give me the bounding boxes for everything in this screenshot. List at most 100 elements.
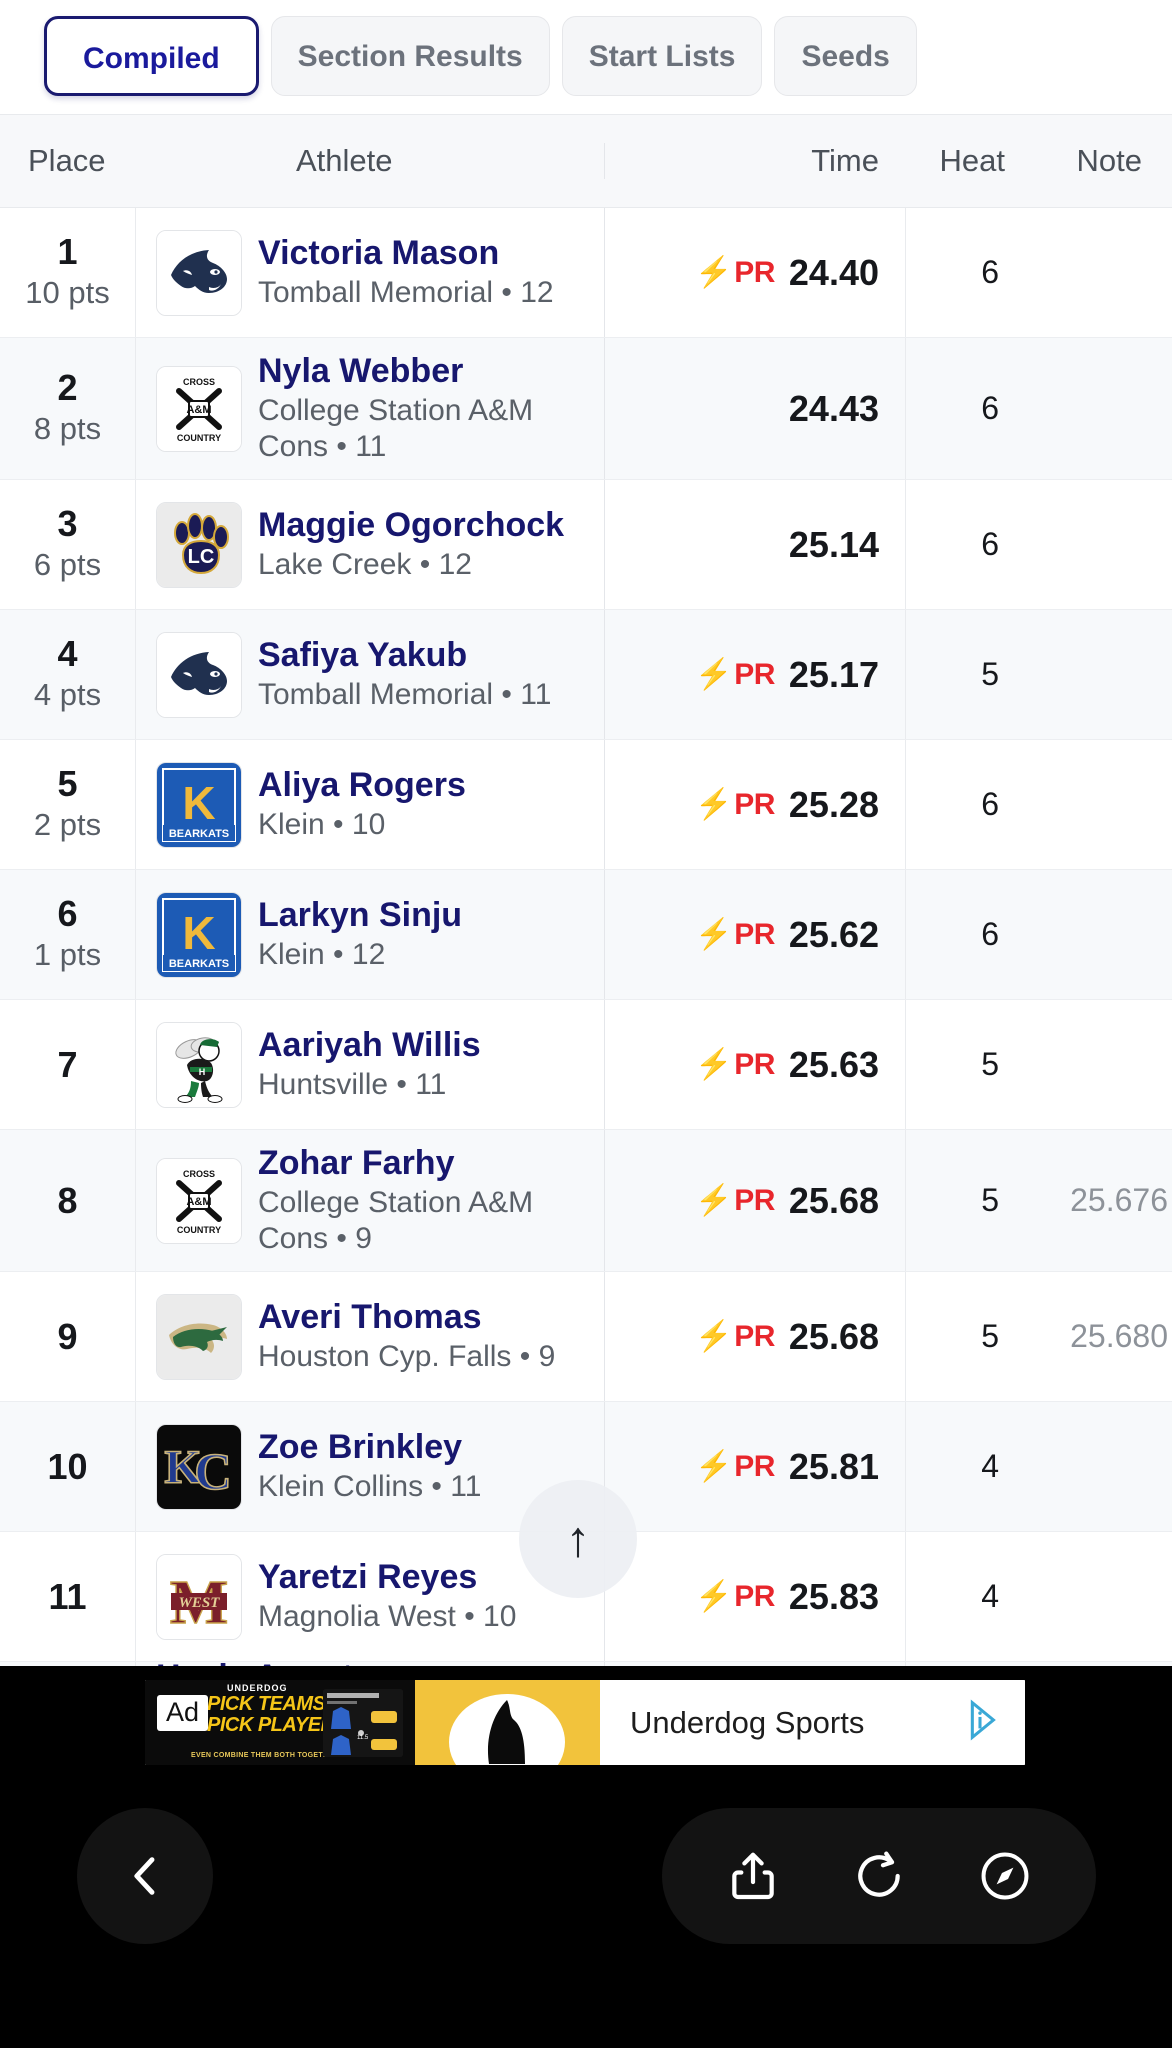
cell-athlete[interactable]: K BEARKATS Aliya Rogers Klein • 10	[136, 740, 605, 870]
athlete-name-link[interactable]: Maggie Ogorchock	[258, 506, 565, 545]
athlete-name-link[interactable]: Larkyn Sinju	[258, 896, 463, 935]
ad-text-panel: Underdog Sports	[600, 1680, 1025, 1765]
pr-label: PR	[734, 255, 775, 289]
toolbar-action-group	[662, 1808, 1096, 1944]
place-points: 6 pts	[33, 547, 102, 582]
cell-athlete[interactable]: Averi Thomas Houston Cyp. Falls • 9	[136, 1272, 605, 1402]
ad-headline-line-1: PICK TEAMS.	[207, 1693, 331, 1715]
cell-note	[1035, 610, 1172, 739]
time-value: 25.14	[788, 523, 879, 565]
cell-place: 1 10 pts	[0, 208, 136, 337]
athlete-name-link[interactable]: Victoria Mason	[258, 233, 500, 272]
lake-creek-paw-logo: LC	[156, 501, 242, 588]
athlete-team-grade: Houston Cyp. Falls • 9	[258, 1340, 556, 1374]
table-row[interactable]: 9 Averi Thomas Houston Cyp. Falls • 9 ⚡ PR 25…	[0, 1272, 1172, 1403]
athlete-name-link[interactable]: Nyla Webber	[258, 352, 464, 390]
reload-button[interactable]	[851, 1848, 907, 1904]
cell-athlete[interactable]: A&M CROSS COUNTRY Zohar Farhy College Statio…	[136, 1130, 605, 1272]
table-row[interactable]: 7 H Aariyah Willis Huntsville • 11 ⚡ PR 25.63 5	[0, 1000, 1172, 1131]
results-tab-bar: Compiled Section Results Start Lists See…	[0, 0, 1172, 114]
tab-start-lists[interactable]: Start Lists	[561, 16, 763, 96]
place-number: 11	[48, 1575, 87, 1617]
table-row[interactable]: 8 A&M CROSS COUNTRY Zohar Farhy College Stati…	[0, 1130, 1172, 1273]
table-row[interactable]: 10 K C Zoe Brinkley Klein Collins • 11 ⚡ PR 25.…	[0, 1402, 1172, 1533]
cell-heat: 4	[905, 1402, 1035, 1532]
explore-button[interactable]	[977, 1848, 1033, 1904]
athlete-name-link[interactable]: Hayle Armstrong	[156, 1662, 429, 1666]
chevron-left-icon	[117, 1848, 173, 1904]
browser-toolbar	[0, 1796, 1172, 1956]
pr-label: PR	[734, 917, 775, 951]
cy-falls-eagle-logo	[156, 1293, 242, 1380]
time-value: 25.68	[788, 1179, 879, 1221]
cell-note	[1035, 480, 1172, 609]
share-button[interactable]	[725, 1848, 781, 1904]
athlete-name-link[interactable]: Yaretzi Reyes	[258, 1558, 478, 1597]
cell-athlete[interactable]: Hayle Armstrong	[136, 1662, 605, 1666]
cell-heat: 6	[905, 740, 1035, 870]
athlete-name-link[interactable]: Aariyah Willis	[258, 1026, 481, 1065]
underdog-mascot-icon	[415, 1680, 600, 1765]
cell-athlete[interactable]: LC Maggie Ogorchock Lake Creek • 12	[136, 480, 605, 610]
athlete-name-link[interactable]: Safiya Yakub	[258, 636, 468, 675]
cell-athlete[interactable]: A&M CROSS COUNTRY Nyla Webber College Statio…	[136, 338, 605, 480]
cell-time: ⚡ PR 25.68	[605, 1130, 905, 1271]
cell-athlete[interactable]: K BEARKATS Larkyn Sinju Klein • 12	[136, 870, 605, 1000]
place-number: 4	[57, 633, 78, 675]
cell-athlete[interactable]: Victoria Mason Tomball Memorial • 12	[136, 208, 605, 337]
cell-athlete[interactable]: Safiya Yakub Tomball Memorial • 11	[136, 610, 605, 740]
tab-section-results[interactable]: Section Results	[270, 16, 550, 96]
svg-text:K: K	[164, 1441, 201, 1494]
athlete-name-link[interactable]: Zohar Farhy	[258, 1144, 455, 1183]
cell-athlete[interactable]: H Aariyah Willis Huntsville • 11	[136, 1000, 605, 1130]
athlete-name-link[interactable]: Averi Thomas	[258, 1298, 482, 1337]
results-table: Place Athlete Time Heat Note 1 10 pts Vict…	[0, 114, 1172, 1666]
cell-note	[1035, 1000, 1172, 1129]
tab-seeds[interactable]: Seeds	[774, 16, 917, 96]
personal-record-badge: ⚡ PR	[695, 1184, 775, 1218]
athlete-name-link[interactable]: Aliya Rogers	[258, 766, 466, 805]
cell-heat: 6	[905, 208, 1035, 337]
time-value: 25.68	[788, 1315, 879, 1357]
athlete-text: Yaretzi Reyes Magnolia West • 10	[258, 1558, 516, 1635]
table-row[interactable]: Hayle Armstrong	[0, 1662, 1172, 1666]
time-value: 25.62	[788, 913, 879, 955]
cell-note	[1035, 870, 1172, 999]
personal-record-badge: ⚡ PR	[695, 1580, 775, 1614]
athlete-text: Maggie Ogorchock Lake Creek • 12	[258, 506, 564, 583]
tab-compiled[interactable]: Compiled	[44, 16, 259, 96]
ad-choices-icon[interactable]	[957, 1697, 1003, 1748]
cell-note: 25.676	[1070, 1182, 1168, 1219]
athlete-name-link[interactable]: Zoe Brinkley	[258, 1428, 463, 1467]
klein-bearkats-logo: K BEARKATS	[156, 761, 242, 848]
table-row[interactable]: 1 10 pts Victoria Mason Tomball Memorial • …	[0, 208, 1172, 338]
athlete-team-grade: Lake Creek • 12	[258, 548, 472, 582]
tomball-memorial-wildcat-logo	[156, 631, 242, 718]
ad-thumbnail: 11.5	[323, 1689, 403, 1757]
cell-athlete[interactable]: K C Zoe Brinkley Klein Collins • 11	[136, 1402, 605, 1532]
college-station-cross-country-logo: A&M CROSS COUNTRY	[156, 1157, 242, 1244]
cell-time: ⚡ PR 25.17	[605, 610, 905, 739]
athlete-text: Averi Thomas Houston Cyp. Falls • 9	[258, 1298, 555, 1375]
svg-text:K: K	[182, 777, 215, 829]
place-number: 5	[57, 763, 78, 805]
place-number: 7	[57, 1043, 78, 1085]
back-button[interactable]	[77, 1808, 213, 1944]
ad-headline: PICK TEAMS. PICK PLAYERS.	[207, 1693, 353, 1736]
cell-time: ⚡ PR 25.62	[605, 870, 905, 999]
cell-time: 25.14	[605, 480, 905, 609]
scroll-to-top-button[interactable]: ↑	[519, 1480, 637, 1598]
ad-banner[interactable]: Ad UNDERDOG PICK TEAMS. PICK PLAYERS. EV…	[145, 1680, 1025, 1765]
time-value: 24.40	[788, 251, 879, 293]
cell-heat	[905, 1662, 1035, 1666]
